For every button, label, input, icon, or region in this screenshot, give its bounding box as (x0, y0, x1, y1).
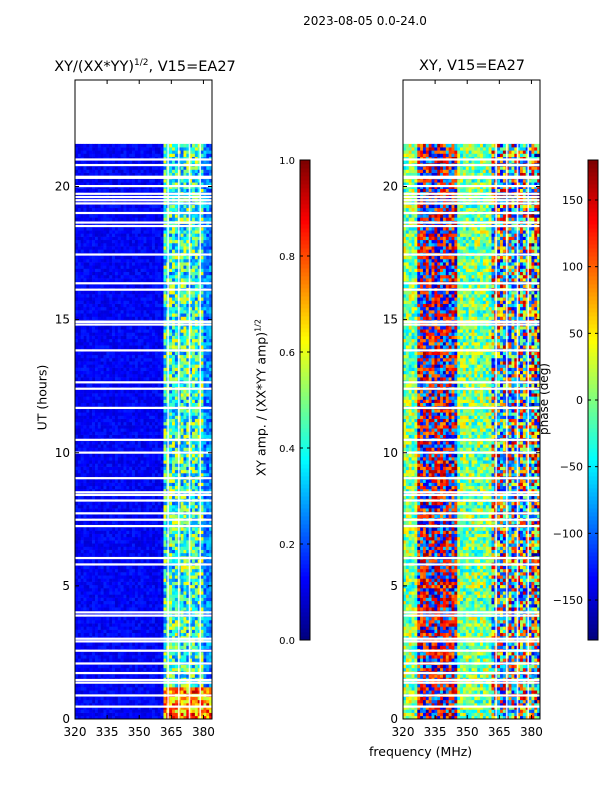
left-xtick-label-2: 350 (128, 725, 151, 739)
left-xtick-label-1: 335 (96, 725, 119, 739)
left-colorbar-tick-label-4: 0.8 (279, 252, 295, 263)
right-colorbar-tick-label-5: −100 (553, 527, 583, 540)
right-panel-title: XY, V15=EA27 (418, 58, 526, 74)
left-title-sup: 1/2 (134, 58, 149, 68)
left-colorbar-gradient (300, 160, 310, 641)
right-colorbar-tick-label-6: −150 (553, 594, 583, 607)
left-colorbar-tick-label-5: 1.0 (279, 156, 295, 167)
right-ytick-label-0: 0 (390, 712, 398, 726)
left-ytick-label-1: 5 (62, 579, 70, 593)
left-colorbar-tick-label-3: 0.6 (279, 348, 295, 359)
left-colorbar-tick-label-1: 0.2 (279, 540, 295, 551)
right-ytick-label-2: 10 (383, 446, 398, 460)
left-xtick-label-0: 320 (64, 725, 87, 739)
left-ytick-label-4: 20 (55, 180, 70, 194)
figure-suptitle: 2023-08-05 0.0-24.0 (303, 14, 427, 28)
left-axes-frame (74, 79, 213, 720)
right-heatmap-image (403, 143, 541, 720)
right-xtick-label-2: 350 (456, 725, 479, 739)
left-colorbar-tick-label-2: 0.4 (279, 444, 295, 455)
right-colorbar-gradient (588, 160, 598, 641)
left-xtick-label-4: 380 (192, 725, 215, 739)
left-xtick-label-3: 365 (160, 725, 183, 739)
right-colorbar-tick-label-1: 100 (562, 261, 583, 274)
right-xtick-label-1: 335 (424, 725, 447, 739)
figure-xlabel: frequency (MHz) (369, 744, 473, 759)
right-colorbar-tick-label-4: −50 (560, 461, 583, 474)
left-colorbar-frame (299, 159, 311, 641)
left-panel-title: XY/(XX*YY)1/2, V15=EA27 (40, 58, 250, 75)
left-title-main: XY/(XX*YY) (54, 58, 135, 75)
left-title-rest: , V15=EA27 (148, 58, 236, 75)
right-xtick-label-0: 320 (392, 725, 415, 739)
left-ytick-label-0: 0 (62, 712, 70, 726)
left-ytick-label-2: 10 (55, 446, 70, 460)
left-heatmap-image (75, 143, 213, 720)
left-ytick-label-3: 15 (55, 313, 70, 327)
right-ytick-label-3: 15 (383, 313, 398, 327)
right-colorbar-tick-label-2: 50 (569, 327, 583, 340)
right-ytick-label-1: 5 (390, 579, 398, 593)
right-axes-frame (402, 79, 541, 720)
left-colorbar-tick-label-0: 0.0 (279, 636, 295, 647)
right-xtick-label-4: 380 (520, 725, 543, 739)
right-xtick-label-3: 365 (488, 725, 511, 739)
right-colorbar-tick-label-0: 150 (562, 194, 583, 207)
right-ytick-label-4: 20 (383, 180, 398, 194)
right-colorbar-tick-label-3: 0 (576, 394, 583, 407)
